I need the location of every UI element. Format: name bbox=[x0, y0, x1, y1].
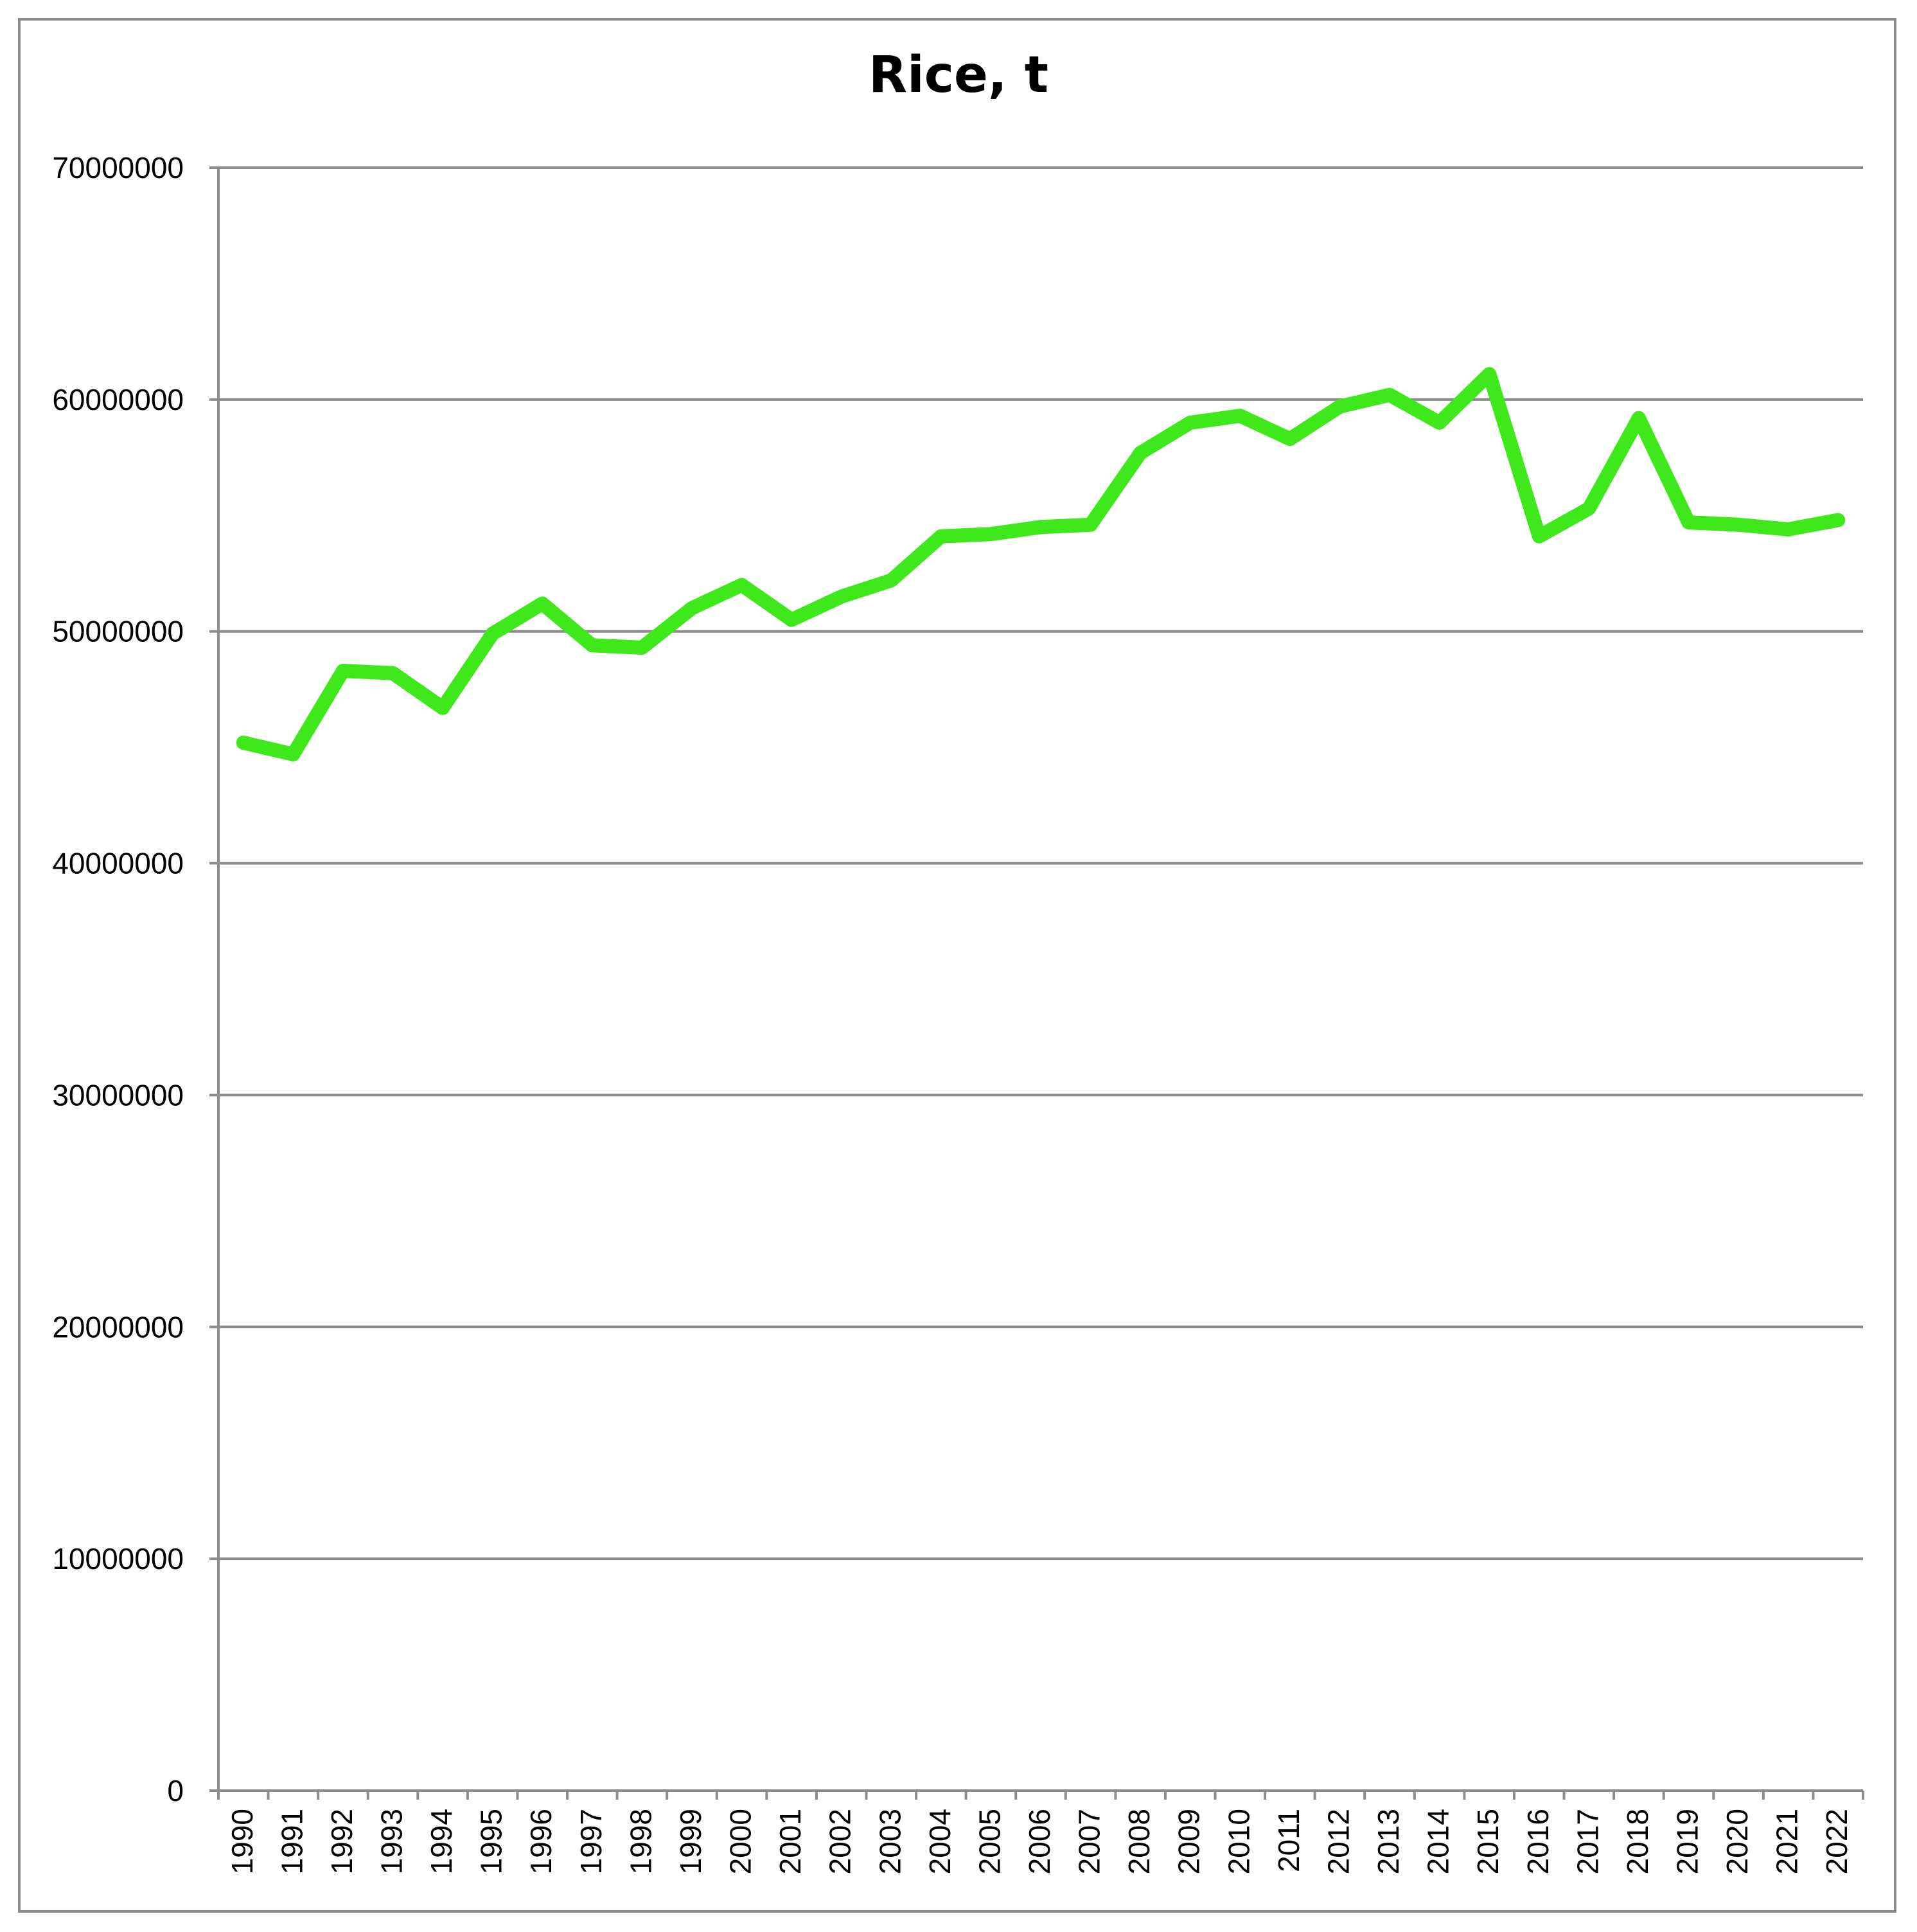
x-tick-label: 1991 bbox=[275, 1809, 308, 1874]
data-point bbox=[1090, 524, 1091, 526]
data-point bbox=[442, 707, 443, 709]
x-tick-label: 2014 bbox=[1422, 1809, 1455, 1874]
data-point bbox=[1040, 526, 1041, 527]
y-tick-label: 10000000 bbox=[52, 1542, 184, 1575]
data-point bbox=[841, 596, 842, 598]
x-tick-label: 1993 bbox=[375, 1809, 409, 1874]
x-tick-label: 1995 bbox=[475, 1809, 508, 1874]
x-tick-label: 2017 bbox=[1571, 1809, 1604, 1874]
y-tick-label: 30000000 bbox=[52, 1078, 184, 1112]
data-point bbox=[1489, 373, 1490, 375]
data-point bbox=[1688, 522, 1689, 523]
data-point bbox=[1439, 422, 1440, 423]
y-axis-tick-labels: 0 10000000 20000000 30000000 40000000 5000000… bbox=[52, 151, 184, 1807]
data-point bbox=[941, 536, 942, 537]
data-point bbox=[592, 644, 593, 646]
x-tick-label: 1992 bbox=[325, 1809, 358, 1874]
x-tick-label: 2018 bbox=[1621, 1809, 1654, 1874]
x-tick-label: 2009 bbox=[1172, 1809, 1206, 1874]
x-tick-label: 1994 bbox=[425, 1809, 458, 1874]
x-tick-label: 2016 bbox=[1521, 1809, 1555, 1874]
x-tick-label: 2021 bbox=[1771, 1809, 1804, 1874]
x-tick-label: 2003 bbox=[873, 1809, 906, 1874]
data-point bbox=[342, 670, 344, 671]
x-tick-label: 2010 bbox=[1222, 1809, 1255, 1874]
data-point bbox=[1837, 520, 1839, 521]
x-tick-label: 2022 bbox=[1820, 1809, 1853, 1874]
x-tick-label: 1990 bbox=[225, 1809, 259, 1874]
y-tick-label: 50000000 bbox=[52, 615, 184, 648]
x-tick-label: 2011 bbox=[1272, 1809, 1305, 1872]
data-point bbox=[691, 608, 693, 609]
chart-frame bbox=[18, 18, 1896, 1913]
data-point bbox=[393, 673, 394, 674]
data-point bbox=[1339, 406, 1340, 407]
x-tick-label: 2004 bbox=[923, 1809, 957, 1874]
data-point bbox=[292, 754, 294, 755]
series-layer bbox=[236, 367, 1846, 761]
data-point bbox=[741, 585, 743, 586]
data-point bbox=[1239, 415, 1241, 416]
x-tick-label: 1997 bbox=[574, 1809, 608, 1874]
x-tick-label: 2002 bbox=[824, 1809, 857, 1874]
x-tick-label: 1996 bbox=[524, 1809, 558, 1874]
x-tick-label: 2007 bbox=[1073, 1809, 1106, 1874]
x-tick-label: 2008 bbox=[1122, 1809, 1156, 1874]
series-line bbox=[236, 367, 1846, 761]
data-point bbox=[1389, 394, 1390, 396]
data-point bbox=[1140, 452, 1141, 454]
data-point bbox=[542, 603, 543, 604]
x-tick-label: 2020 bbox=[1720, 1809, 1754, 1874]
x-tick-label: 2013 bbox=[1372, 1809, 1405, 1874]
data-point bbox=[641, 647, 642, 648]
data-point bbox=[1539, 536, 1540, 537]
y-tick-label: 20000000 bbox=[52, 1310, 184, 1343]
x-tick-label: 1999 bbox=[674, 1809, 707, 1874]
data-point bbox=[890, 580, 892, 581]
x-tick-label: 2005 bbox=[973, 1809, 1006, 1874]
y-tick-label: 70000000 bbox=[52, 151, 184, 184]
x-tick-label: 2006 bbox=[1023, 1809, 1056, 1874]
data-point bbox=[243, 742, 244, 743]
y-tick-label: 40000000 bbox=[52, 847, 184, 880]
data-point bbox=[791, 619, 792, 621]
data-point bbox=[1638, 418, 1639, 419]
gridlines bbox=[218, 166, 1863, 1561]
x-tick-label: 2000 bbox=[724, 1809, 757, 1874]
data-point bbox=[1190, 422, 1191, 423]
data-point bbox=[1738, 524, 1739, 526]
y-tick-label: 0 bbox=[167, 1774, 184, 1807]
x-tick-label: 2015 bbox=[1471, 1809, 1505, 1874]
y-tick-label: 60000000 bbox=[52, 383, 184, 416]
x-tick-label: 2001 bbox=[773, 1809, 807, 1874]
data-point bbox=[990, 533, 991, 535]
x-tick-label: 2019 bbox=[1670, 1809, 1704, 1874]
x-tick-label: 2012 bbox=[1321, 1809, 1355, 1874]
data-point bbox=[1788, 529, 1789, 530]
chart-title: Rice, t bbox=[868, 46, 1048, 104]
data-point bbox=[1289, 438, 1291, 439]
axes bbox=[209, 166, 1864, 1800]
x-axis-tick-labels: 1990 1991 1992 1993 1994 1995 1996 1997 1998 1999… bbox=[225, 1809, 1853, 1874]
data-point bbox=[492, 633, 493, 634]
data-point bbox=[1588, 508, 1589, 509]
x-tick-label: 1998 bbox=[624, 1809, 657, 1874]
